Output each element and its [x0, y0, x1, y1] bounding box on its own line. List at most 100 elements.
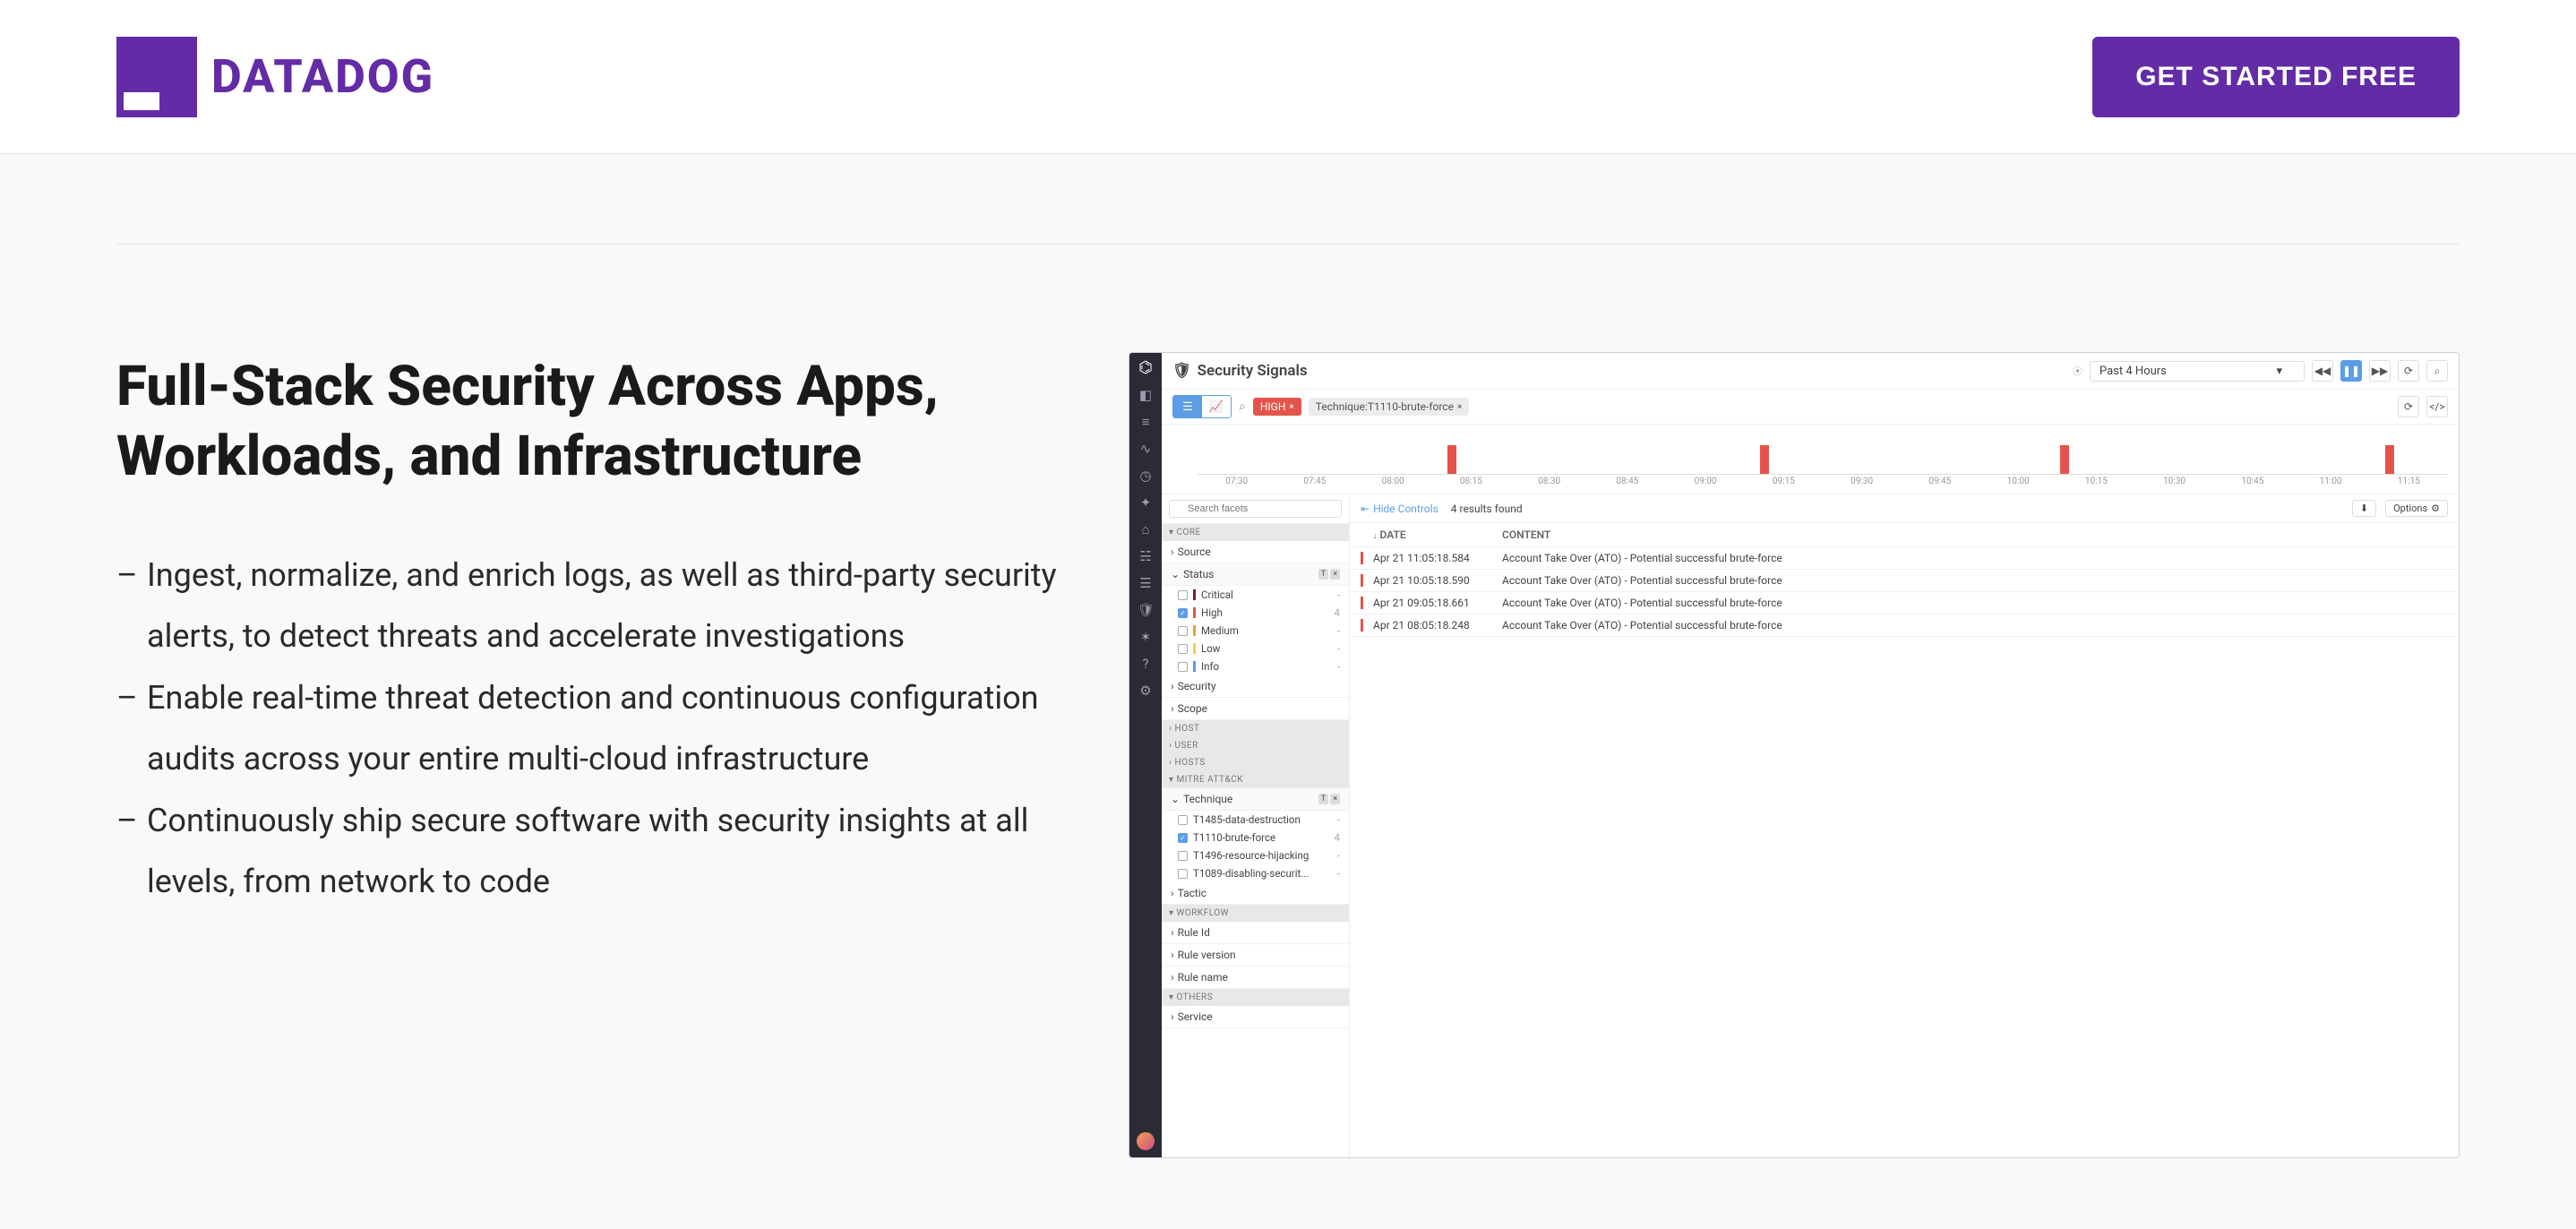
- table-row[interactable]: Apr 21 09:05:18.661Account Take Over (AT…: [1350, 592, 2459, 614]
- hide-controls-toggle[interactable]: ⇤ Hide Controls: [1361, 503, 1438, 515]
- checkbox-icon[interactable]: [1178, 869, 1188, 879]
- facet-security[interactable]: › Security: [1162, 675, 1349, 698]
- nav-icon[interactable]: ☵: [1138, 548, 1154, 564]
- checkbox-icon[interactable]: [1178, 815, 1188, 825]
- checkbox-icon[interactable]: [1178, 644, 1188, 654]
- severity-marker-icon: [1361, 597, 1363, 609]
- section-divider: [116, 244, 2460, 245]
- search-button[interactable]: ⌕: [2426, 360, 2448, 382]
- brand[interactable]: DATADOG: [116, 37, 434, 117]
- options-button[interactable]: Options ⚙: [2385, 500, 2448, 517]
- nav-icon[interactable]: ⌂: [1138, 521, 1154, 537]
- facet-status-option[interactable]: ✓High4: [1162, 604, 1349, 622]
- facet-tactic[interactable]: › Tactic: [1162, 882, 1349, 905]
- facet-scope[interactable]: › Scope: [1162, 698, 1349, 720]
- refresh-button[interactable]: ⟳: [2398, 360, 2419, 382]
- facet-technique-option[interactable]: T1089-disabling-securit...-: [1162, 864, 1349, 882]
- avatar-icon[interactable]: [1137, 1132, 1155, 1150]
- facet-option-label: Medium: [1201, 624, 1239, 637]
- facet-group-core[interactable]: ▾ CORE: [1162, 524, 1349, 541]
- facet-technique-option[interactable]: ✓T1110-brute-force4: [1162, 829, 1349, 847]
- checkbox-icon[interactable]: [1178, 851, 1188, 861]
- list-view-toggle[interactable]: ☰: [1173, 396, 1202, 417]
- facet-group-others[interactable]: ▾ OTHERS: [1162, 989, 1349, 1006]
- facet-group-user[interactable]: › USER: [1162, 737, 1349, 754]
- col-date-header[interactable]: ↓DATE: [1368, 529, 1484, 541]
- chart-bar[interactable]: [2060, 445, 2069, 474]
- query-code-button[interactable]: </>: [2426, 396, 2448, 417]
- help-icon[interactable]: ?: [1138, 656, 1154, 672]
- facet-rule-name[interactable]: › Rule name: [1162, 967, 1349, 989]
- facet-status-option[interactable]: Medium-: [1162, 622, 1349, 640]
- chart-bar[interactable]: [1447, 445, 1456, 474]
- facet-group-workflow[interactable]: ▾ WORKFLOW: [1162, 905, 1349, 922]
- feature-bullet: Enable real-time threat detection and co…: [116, 667, 1057, 790]
- export-button[interactable]: ⬇: [2352, 500, 2376, 517]
- filter-chip-technique[interactable]: Technique:T1110-brute-force ×: [1309, 398, 1470, 416]
- chart-bar[interactable]: [1760, 445, 1769, 474]
- chip-remove-icon[interactable]: ×: [1289, 402, 1293, 412]
- nav-icon[interactable]: ☰: [1138, 575, 1154, 591]
- time-range-picker[interactable]: Past 4 Hours ▾: [2090, 361, 2305, 382]
- facet-option-count: 4: [1335, 831, 1340, 844]
- nav-icon[interactable]: ◷: [1138, 468, 1154, 484]
- chevron-down-icon: ▾: [2276, 365, 2282, 378]
- nav-icon[interactable]: ∿: [1138, 441, 1154, 457]
- facet-technique[interactable]: ⌄ Technique T×: [1162, 788, 1349, 811]
- results-table-header: ↓DATE CONTENT: [1350, 523, 2459, 547]
- chip-label: HIGH: [1260, 400, 1286, 413]
- facet-status-option[interactable]: Low-: [1162, 640, 1349, 657]
- facet-status[interactable]: ⌄ Status T×: [1162, 563, 1349, 586]
- facet-option-label: Low: [1201, 642, 1220, 655]
- nav-icon[interactable]: ✶: [1138, 629, 1154, 645]
- facet-option-label: Info: [1201, 660, 1219, 673]
- facet-service[interactable]: › Service: [1162, 1006, 1349, 1028]
- chart-view-toggle[interactable]: 📈: [1202, 396, 1231, 417]
- table-row[interactable]: Apr 21 08:05:18.248Account Take Over (AT…: [1350, 614, 2459, 637]
- facet-group-hosts[interactable]: › HOSTS: [1162, 754, 1349, 771]
- pause-button[interactable]: ❚❚: [2340, 360, 2362, 382]
- nav-icon[interactable]: ≡: [1138, 414, 1154, 430]
- filter-icon[interactable]: T: [1318, 569, 1328, 580]
- checkbox-icon[interactable]: [1178, 590, 1188, 600]
- chart-tick: 07:45: [1275, 477, 1353, 486]
- clear-filter-icon[interactable]: ×: [1330, 794, 1340, 804]
- facet-status-option[interactable]: Critical-: [1162, 586, 1349, 604]
- facet-rule-version[interactable]: › Rule version: [1162, 944, 1349, 967]
- checkbox-icon[interactable]: ✓: [1178, 608, 1188, 618]
- checkbox-icon[interactable]: [1178, 662, 1188, 672]
- page-title: 🛡 Security Signals: [1172, 362, 1308, 380]
- facet-technique-option[interactable]: T1485-data-destruction-: [1162, 811, 1349, 829]
- filter-icon[interactable]: T: [1318, 794, 1328, 804]
- nav-icon[interactable]: ◧: [1138, 387, 1154, 403]
- chip-remove-icon[interactable]: ×: [1457, 402, 1462, 412]
- get-started-free-button[interactable]: GET STARTED FREE: [2092, 37, 2460, 117]
- time-back-button[interactable]: ◀◀: [2312, 360, 2333, 382]
- facet-source[interactable]: › Source: [1162, 541, 1349, 563]
- chart-tick: 10:00: [1979, 477, 2057, 486]
- checkbox-icon[interactable]: [1178, 626, 1188, 636]
- shield-icon[interactable]: 🛡: [1138, 602, 1154, 618]
- filter-chip-severity[interactable]: HIGH ×: [1253, 398, 1301, 416]
- facet-status-option[interactable]: Info-: [1162, 657, 1349, 675]
- query-bar: ☰ 📈 ⌕ HIGH × Technique:T1110-brute-force…: [1162, 390, 2459, 425]
- facet-technique-option[interactable]: T1496-resource-hijacking-: [1162, 847, 1349, 864]
- facet-rule-id[interactable]: › Rule Id: [1162, 922, 1349, 944]
- chart-bar[interactable]: [2385, 445, 2394, 474]
- chart-tick: 09:30: [1823, 477, 1901, 486]
- nav-icon[interactable]: ✦: [1138, 494, 1154, 511]
- chart-tick: 11:15: [2370, 477, 2448, 486]
- clear-filter-icon[interactable]: ×: [1330, 569, 1340, 580]
- table-row[interactable]: Apr 21 10:05:18.590Account Take Over (AT…: [1350, 570, 2459, 592]
- col-content-header[interactable]: CONTENT: [1484, 529, 2448, 541]
- facet-group-mitre[interactable]: ▾ MITRE ATT&CK: [1162, 771, 1349, 788]
- checkbox-icon[interactable]: ✓: [1178, 833, 1188, 843]
- facet-option-count: -: [1337, 849, 1340, 862]
- facet-group-host[interactable]: › HOST: [1162, 720, 1349, 737]
- time-forward-button[interactable]: ▶▶: [2369, 360, 2391, 382]
- datadog-icon[interactable]: ⌬: [1138, 360, 1154, 376]
- table-row[interactable]: Apr 21 11:05:18.584Account Take Over (AT…: [1350, 547, 2459, 570]
- facet-search-input[interactable]: [1169, 500, 1342, 518]
- query-refresh-button[interactable]: ⟳: [2398, 396, 2419, 417]
- settings-icon[interactable]: ⚙: [1138, 683, 1154, 699]
